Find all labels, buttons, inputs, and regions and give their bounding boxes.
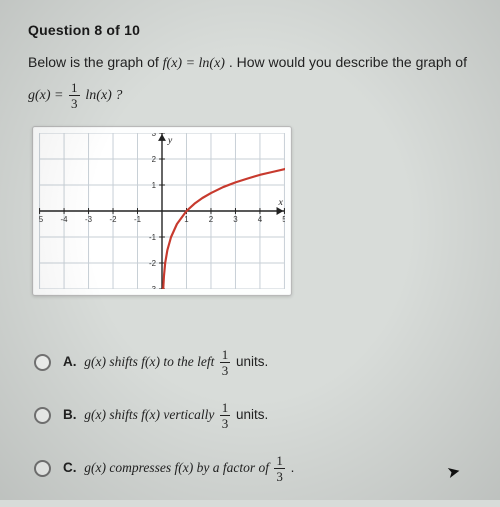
answer-options: A. g(x) shifts f(x) to the left 1 3 unit…: [28, 348, 480, 507]
option-b[interactable]: B. g(x) shifts f(x) vertically 1 3 units…: [34, 401, 480, 430]
svg-text:-3: -3: [85, 215, 93, 224]
svg-text:-2: -2: [110, 215, 117, 224]
svg-text:2: 2: [209, 215, 213, 224]
question-number: Question 8 of 10: [28, 22, 480, 38]
svg-text:-1: -1: [149, 233, 156, 242]
svg-text:1: 1: [152, 181, 156, 190]
option-letter: A.: [63, 354, 77, 369]
option-letter: B.: [63, 407, 77, 422]
gx-pre: g(x) =: [28, 88, 67, 103]
option-b-text-pre: g(x) shifts f(x) vertically: [84, 407, 217, 422]
fraction-one-third: 1 3: [274, 454, 285, 483]
svg-text:x: x: [278, 197, 284, 208]
svg-text:3: 3: [152, 133, 157, 138]
svg-text:y: y: [167, 135, 173, 146]
ln-graph: -5 -4 -3 -2 -1 1 2 3 4 5 -3 -2 -1 1 2 3 x y: [39, 133, 285, 289]
svg-text:-2: -2: [149, 259, 156, 268]
option-c-text-post: .: [291, 460, 295, 475]
stem-post: . How would you describe the graph of: [229, 54, 467, 70]
option-a[interactable]: A. g(x) shifts f(x) to the left 1 3 unit…: [34, 348, 480, 377]
svg-text:4: 4: [258, 215, 263, 224]
fraction-one-third: 1 3: [69, 81, 80, 110]
svg-text:2: 2: [152, 155, 156, 164]
svg-text:1: 1: [184, 215, 188, 224]
radio-icon[interactable]: [34, 460, 51, 477]
svg-text:-3: -3: [149, 285, 157, 289]
radio-icon[interactable]: [34, 354, 51, 371]
question-stem-line1: Below is the graph of f(x) = ln(x) . How…: [28, 52, 480, 75]
svg-text:-4: -4: [61, 215, 69, 224]
option-c-label: C. g(x) compresses f(x) by a factor of 1…: [63, 454, 294, 483]
fx-expression: f(x) = ln(x): [163, 56, 225, 71]
fraction-numerator: 1: [69, 81, 80, 96]
question-stem-line2: g(x) = 1 3 ln(x) ?: [28, 81, 480, 110]
radio-icon[interactable]: [34, 407, 51, 424]
fraction-one-third: 1 3: [220, 348, 231, 377]
graph-panel: -5 -4 -3 -2 -1 1 2 3 4 5 -3 -2 -1 1 2 3 x y: [32, 126, 292, 296]
option-letter: C.: [63, 460, 77, 475]
svg-text:5: 5: [282, 215, 285, 224]
option-a-label: A. g(x) shifts f(x) to the left 1 3 unit…: [63, 348, 268, 377]
option-c-text-pre: g(x) compresses f(x) by a factor of: [84, 460, 272, 475]
option-c[interactable]: C. g(x) compresses f(x) by a factor of 1…: [34, 454, 480, 483]
svg-text:3: 3: [233, 215, 238, 224]
option-a-text-pre: g(x) shifts f(x) to the left: [84, 354, 217, 369]
stem-pre: Below is the graph of: [28, 54, 163, 70]
svg-text:-1: -1: [134, 215, 141, 224]
option-a-text-post: units.: [236, 354, 268, 369]
gx-post: ln(x) ?: [85, 88, 122, 103]
fraction-denominator: 3: [69, 96, 80, 110]
option-b-text-post: units.: [236, 407, 268, 422]
svg-text:-5: -5: [39, 215, 44, 224]
option-b-label: B. g(x) shifts f(x) vertically 1 3 units…: [63, 401, 268, 430]
fraction-one-third: 1 3: [220, 401, 231, 430]
